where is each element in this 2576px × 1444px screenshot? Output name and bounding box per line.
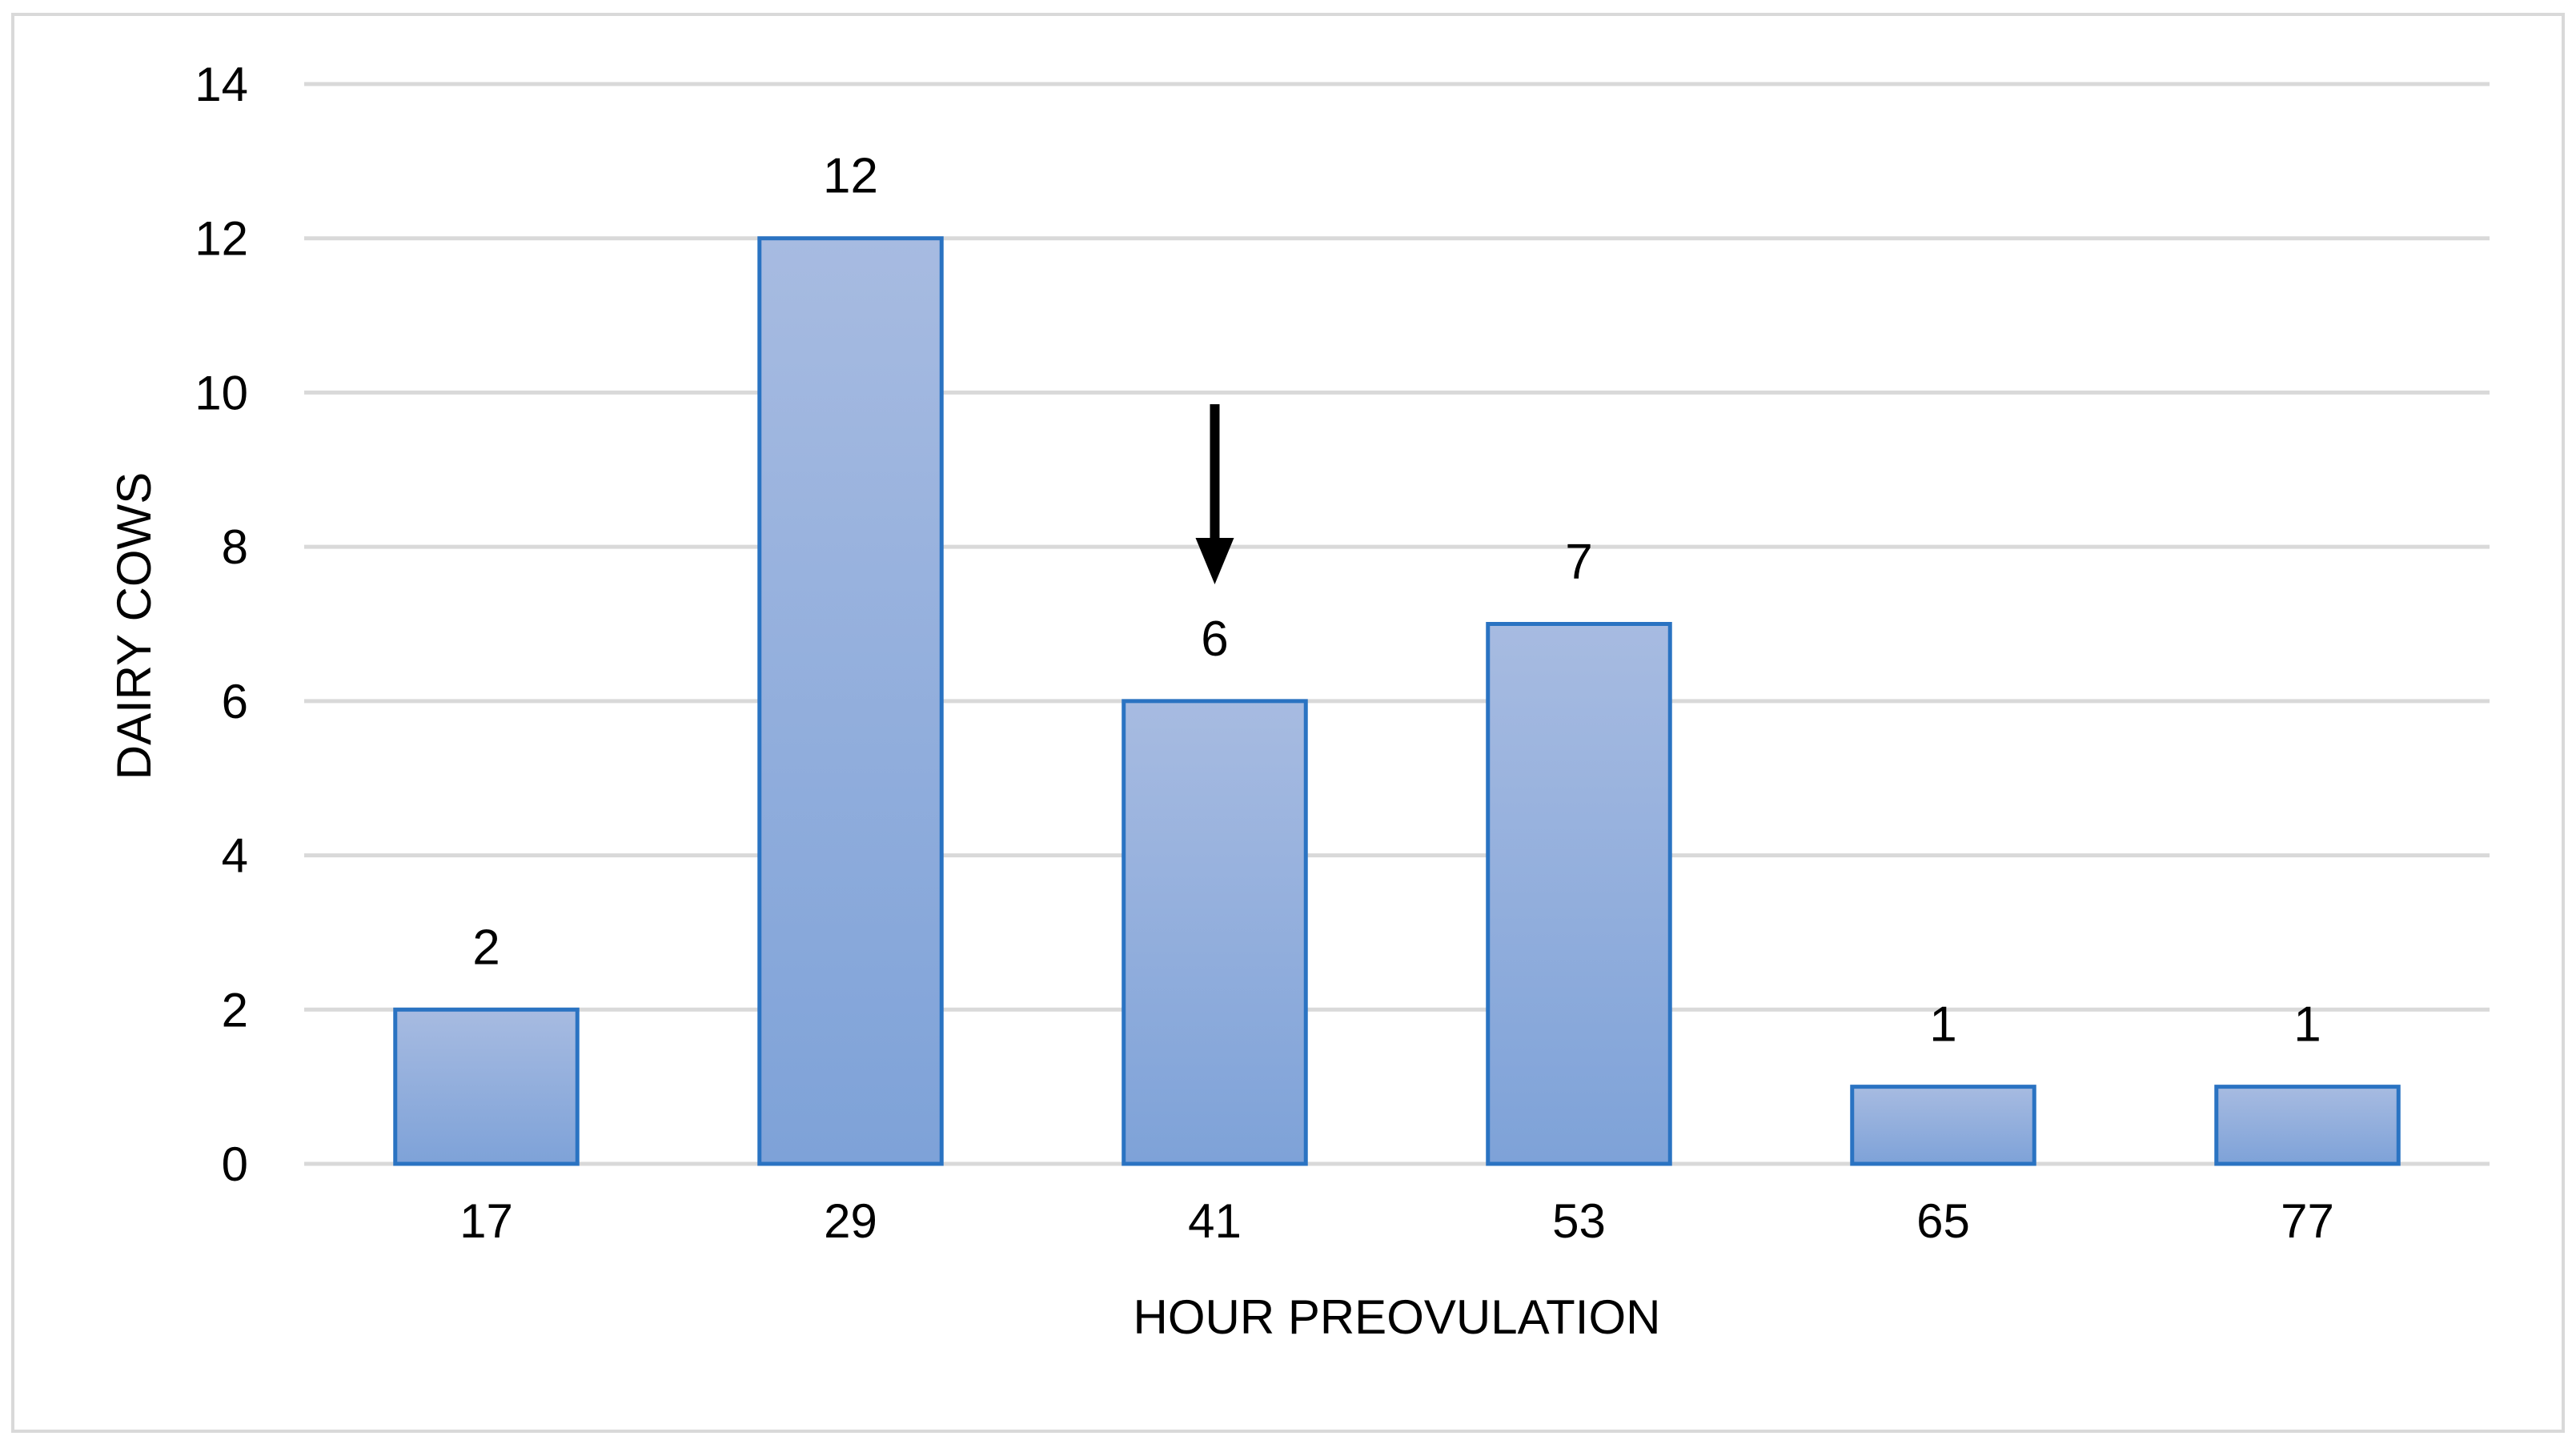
y-tick-label: 14 <box>195 58 248 111</box>
y-axis-title: DAIRY COWS <box>107 472 161 780</box>
x-tick-label-41: 41 <box>1188 1194 1242 1248</box>
bars <box>393 236 2401 1166</box>
data-label-77: 1 <box>2293 997 2321 1053</box>
data-labels: 2 12 6 7 1 1 <box>472 149 2321 1053</box>
y-tick-label: 8 <box>222 520 248 574</box>
y-tick-label: 12 <box>195 212 248 266</box>
x-axis-ticks: 17 29 41 53 65 77 <box>459 1194 2334 1248</box>
bar-41 <box>1121 699 1308 1166</box>
bar-53 <box>1486 622 1672 1166</box>
bar-29 <box>757 236 944 1166</box>
x-tick-label-77: 77 <box>2281 1194 2334 1248</box>
bar-17 <box>393 1007 580 1166</box>
x-tick-label-17: 17 <box>459 1194 513 1248</box>
bar-77 <box>2214 1085 2401 1166</box>
bar-65 <box>1850 1085 2036 1166</box>
y-tick-label: 10 <box>195 366 248 419</box>
x-tick-label-53: 53 <box>1552 1194 1606 1248</box>
x-tick-label-29: 29 <box>824 1194 877 1248</box>
y-tick-label: 6 <box>222 675 248 728</box>
y-tick-label: 2 <box>222 983 248 1037</box>
x-tick-label-65: 65 <box>1916 1194 1970 1248</box>
data-label-29: 12 <box>823 149 878 204</box>
data-label-53: 7 <box>1565 535 1592 590</box>
y-tick-label: 0 <box>222 1137 248 1191</box>
data-label-41: 6 <box>1201 612 1228 667</box>
y-axis-ticks: 0 2 4 6 8 10 12 14 <box>195 58 248 1191</box>
arrow-down-icon <box>1195 538 1234 584</box>
annotations <box>1195 404 1234 584</box>
data-label-65: 1 <box>1929 997 1956 1053</box>
gridlines <box>304 82 2490 1166</box>
y-tick-label: 4 <box>222 829 248 883</box>
data-label-17: 2 <box>472 920 500 975</box>
x-axis-title: HOUR PREOVULATION <box>1134 1290 1661 1344</box>
